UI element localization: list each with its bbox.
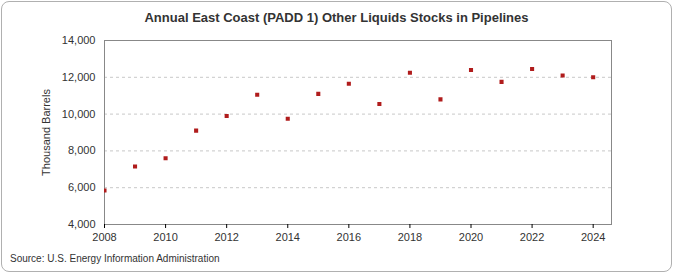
svg-text:8,000: 8,000 [68,144,96,156]
svg-text:12,000: 12,000 [62,71,96,83]
svg-text:Thousand Barrels: Thousand Barrels [40,89,52,176]
svg-text:2018: 2018 [398,231,422,243]
svg-text:2010: 2010 [153,231,177,243]
svg-text:2020: 2020 [459,231,483,243]
svg-text:2008: 2008 [92,231,116,243]
html-text:Source: U.S. Energy Informatio: Source: U.S. Energy Information Administ… [10,253,220,264]
svg-text:6,000: 6,000 [68,181,96,193]
svg-text:2024: 2024 [581,231,605,243]
svg-text:2012: 2012 [214,231,238,243]
svg-text:10,000: 10,000 [62,108,96,120]
svg-text:2016: 2016 [337,231,361,243]
svg-text:2022: 2022 [520,231,544,243]
svg-text:2014: 2014 [276,231,300,243]
svg-text:14,000: 14,000 [62,34,96,46]
svg-text:4,000: 4,000 [68,218,96,230]
html-text:Annual East Coast (PADD 1) Oth: Annual East Coast (PADD 1) Other Liquids… [144,10,529,25]
